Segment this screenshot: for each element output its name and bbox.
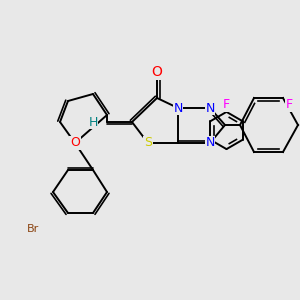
Text: O: O bbox=[152, 65, 162, 79]
Text: N: N bbox=[173, 101, 183, 115]
Text: F: F bbox=[286, 98, 293, 112]
Text: S: S bbox=[144, 136, 152, 149]
Text: N: N bbox=[205, 101, 215, 115]
Text: H: H bbox=[88, 116, 98, 128]
Text: N: N bbox=[205, 136, 215, 149]
Text: Br: Br bbox=[27, 224, 39, 234]
Text: F: F bbox=[223, 98, 230, 111]
Text: O: O bbox=[70, 136, 80, 149]
